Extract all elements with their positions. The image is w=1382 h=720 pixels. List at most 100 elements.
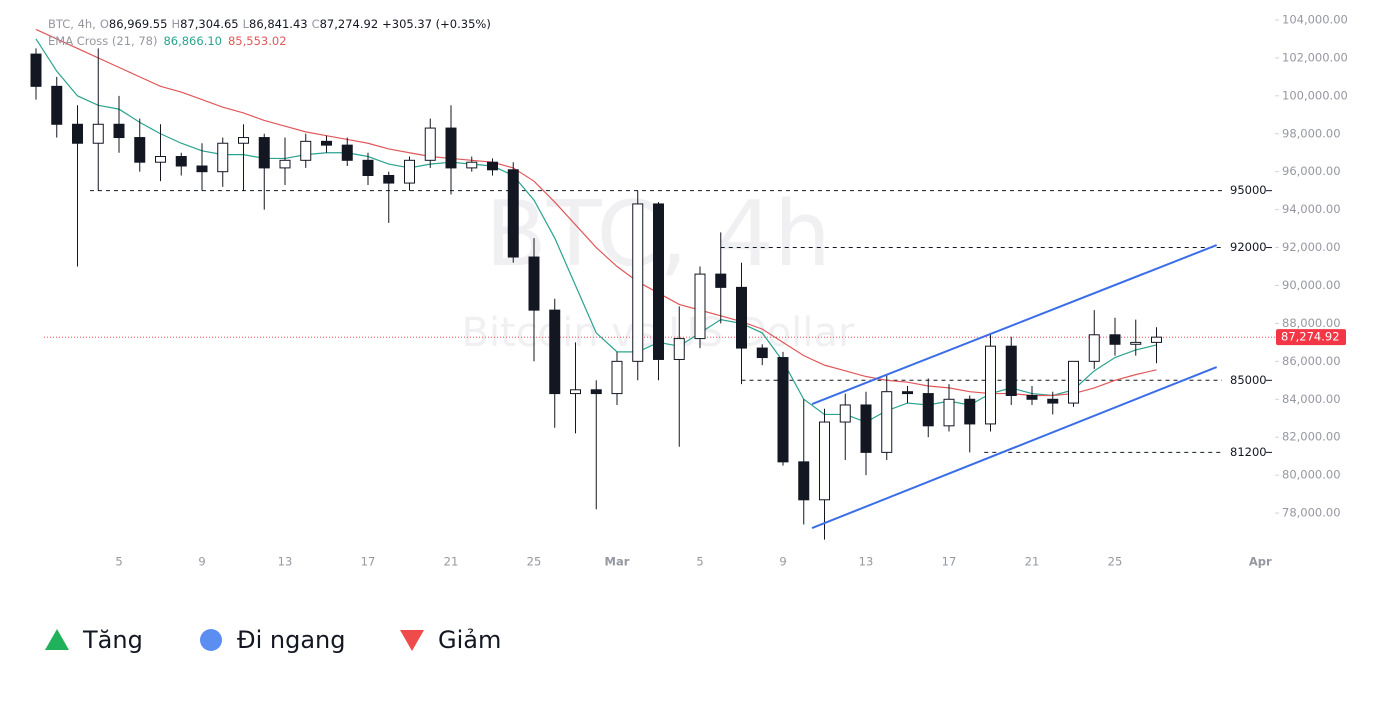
y-tick-label: 78,000.00	[1282, 506, 1341, 520]
x-tick-label: 25	[1108, 555, 1123, 569]
indicator: EMA Cross (21, 78)	[48, 34, 157, 48]
x-tick-label: 17	[942, 555, 957, 569]
candle-body	[715, 273, 727, 288]
x-tick-label: Mar	[605, 555, 630, 569]
ema-value: 85,553.02	[228, 34, 287, 48]
candle-body	[653, 203, 664, 360]
level-label: 95000	[1230, 183, 1267, 197]
candle-body	[466, 161, 478, 169]
y-tick-label: 92,000.00	[1282, 240, 1341, 254]
candle-body	[51, 85, 63, 125]
candle-body	[92, 123, 104, 144]
level-label: 92000	[1230, 240, 1267, 254]
legend: Tăng Đi ngang Giảm	[45, 626, 501, 654]
candle-body	[943, 398, 955, 427]
level-label: 85000	[1230, 373, 1267, 387]
ema-line	[35, 28, 1157, 397]
candle-body	[300, 140, 312, 161]
candle-body	[238, 137, 249, 144]
y-tick-label: 100,000.00	[1282, 88, 1348, 102]
candle-body	[1109, 334, 1121, 345]
last-price-box	[1276, 329, 1346, 346]
candle-body	[1026, 394, 1038, 400]
x-tick-label: 21	[444, 555, 459, 569]
y-tick-label: 86,000.00	[1282, 354, 1341, 368]
l: L	[243, 17, 250, 31]
candle-body	[673, 338, 685, 360]
channel-line	[811, 244, 1218, 405]
candle-body	[985, 345, 996, 425]
y-tick-label: 90,000.00	[1282, 278, 1341, 292]
symbol: BTC, 4h,	[48, 17, 96, 31]
candle-body	[1130, 341, 1142, 345]
y-tick-label: 94,000.00	[1282, 202, 1341, 216]
candle-body	[1005, 345, 1017, 396]
close: 87,274.92	[320, 17, 379, 31]
x-tick-label: 17	[361, 555, 376, 569]
high: 87,304.65	[180, 17, 239, 31]
candle-body	[777, 357, 789, 463]
legend-label: Đi ngang	[237, 626, 346, 654]
open: 86,969.55	[109, 17, 168, 31]
y-tick-label: 102,000.00	[1282, 50, 1348, 64]
candle-body	[487, 161, 498, 171]
candle-body	[528, 256, 540, 311]
candle-body	[113, 123, 125, 139]
candle-body	[404, 159, 415, 184]
candle-body	[590, 389, 602, 395]
ema-value: 86,866.10	[163, 34, 222, 48]
candle-body	[1068, 360, 1079, 404]
candle-body	[694, 273, 706, 340]
legend-icon	[200, 629, 222, 651]
candle-body	[902, 391, 913, 395]
candle-body	[1151, 336, 1162, 343]
level-label: 81200	[1230, 445, 1267, 459]
y-tick-label: 104,000.00	[1282, 12, 1348, 26]
y-tick-label: 96,000.00	[1282, 164, 1341, 178]
indicator-header: EMA Cross (21, 78) 86,866.10 85,553.02	[48, 34, 287, 48]
candle-body	[1088, 334, 1100, 362]
channel-line	[811, 366, 1218, 529]
x-tick-label: 13	[859, 555, 874, 569]
candle-body	[1047, 398, 1059, 404]
candle-body	[445, 127, 457, 169]
candle-body	[798, 461, 810, 501]
candle-body	[30, 53, 42, 87]
y-tick-label: 80,000.00	[1282, 468, 1341, 482]
candle-body	[196, 165, 208, 173]
legend-icon	[400, 630, 424, 651]
y-tick-label: 98,000.00	[1282, 126, 1341, 140]
x-tick-label: Apr	[1249, 555, 1272, 569]
candle-body	[507, 169, 519, 258]
x-tick-label: 9	[198, 555, 205, 569]
last-price-label: 87,274.92	[1281, 330, 1340, 344]
candle-body	[362, 159, 374, 176]
legend-label: Giảm	[438, 626, 501, 654]
low: 86,841.43	[249, 17, 308, 31]
candle-body	[321, 140, 332, 146]
candle-body	[611, 360, 623, 395]
candle-body	[258, 137, 270, 169]
x-tick-label: 9	[779, 555, 786, 569]
candle-body	[549, 309, 561, 395]
x-tick-label: 5	[115, 555, 122, 569]
ohlc-header: BTC, 4h, O86,969.55 H87,304.65 L86,841.43 C8…	[48, 17, 491, 31]
c: C	[312, 17, 320, 31]
y-tick-label: 82,000.00	[1282, 430, 1341, 444]
candle-body	[922, 393, 934, 427]
candle-body	[134, 137, 146, 163]
plot: 78,000.00 80,000.00 82,000.00 84,000.00 86,0…	[30, 12, 1348, 569]
candle-body	[839, 404, 851, 423]
candle-body	[881, 391, 893, 453]
candle-body	[424, 127, 436, 161]
candle-body	[279, 159, 291, 169]
candle-body	[736, 286, 747, 349]
x-tick-label: 25	[527, 555, 542, 569]
candle-body	[217, 142, 229, 173]
candle-body	[819, 421, 830, 501]
candle-body	[756, 347, 768, 359]
o: O	[100, 17, 109, 31]
change: +305.37 (+0.35%)	[382, 17, 491, 31]
